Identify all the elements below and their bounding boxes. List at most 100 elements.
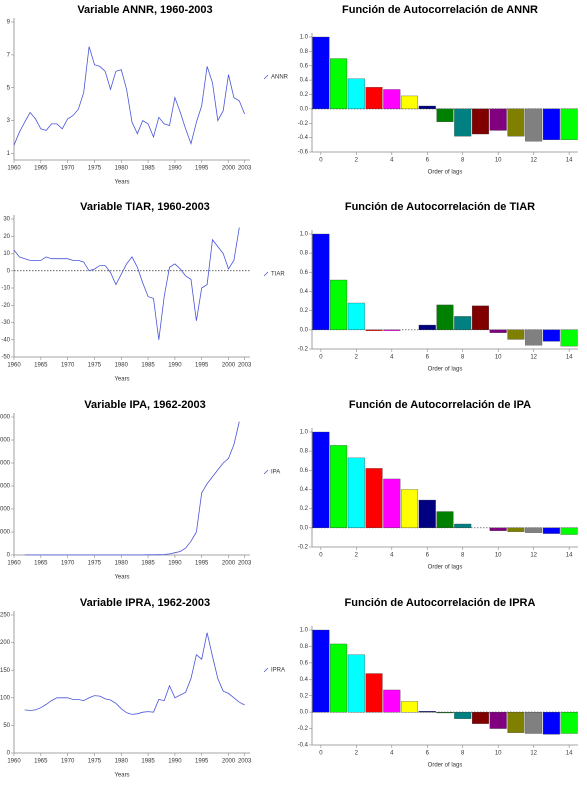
x-tick-label: 14 <box>566 553 573 559</box>
x-axis-label: Order of lags <box>428 565 463 571</box>
y-tick-label: 0.2 <box>300 92 309 98</box>
bar <box>560 527 578 535</box>
y-tick-label: 0.8 <box>300 49 309 55</box>
x-tick-label: 10 <box>495 553 502 559</box>
x-tick-label: 0 <box>319 158 323 164</box>
x-tick-label: 14 <box>566 355 573 361</box>
bar <box>383 329 401 331</box>
x-axis-label: Order of lags <box>428 763 463 769</box>
x-tick-label: 0 <box>319 355 323 361</box>
x-axis-label: Years <box>114 575 129 581</box>
x-tick-label: 1960 <box>7 759 21 765</box>
bar <box>436 711 454 714</box>
x-tick-label: 1975 <box>88 363 102 369</box>
bar <box>489 108 507 131</box>
x-tick-label: 2003 <box>238 759 252 765</box>
bar <box>312 36 330 110</box>
legend-label: IPRA <box>271 668 285 674</box>
x-axis-label: Order of lags <box>428 170 463 176</box>
y-tick-label: -0.2 <box>298 121 309 127</box>
x-tick-label: 1985 <box>141 166 155 172</box>
chart-title: Función de Autocorrelación de ANNR <box>342 4 538 16</box>
bar <box>454 711 472 719</box>
bar <box>525 527 543 533</box>
bar <box>330 58 348 110</box>
y-tick-label: 7 <box>7 52 11 58</box>
series-line <box>24 421 240 556</box>
x-axis-label: Years <box>114 377 129 383</box>
y-tick-label: 0.2 <box>300 693 309 699</box>
legend-label: ANNR <box>271 75 289 81</box>
bar <box>347 457 365 528</box>
x-tick-label: 1985 <box>141 561 155 567</box>
y-tick-label: 5 <box>7 85 11 91</box>
x-tick-label: 2003 <box>238 363 252 369</box>
x-tick-label: 1965 <box>34 363 48 369</box>
y-tick-label: 0.0 <box>300 710 309 716</box>
x-tick-label: 0 <box>319 553 323 559</box>
bar <box>383 689 401 713</box>
x-tick-label: 4 <box>390 751 394 757</box>
legend-swatch <box>263 469 269 475</box>
x-tick-label: 2 <box>355 751 359 757</box>
y-tick-label: 0 <box>7 751 11 757</box>
bar <box>489 527 507 531</box>
y-tick-label: -50 <box>1 355 10 361</box>
y-tick-label: 1.0 <box>300 232 309 238</box>
bar <box>365 468 383 528</box>
x-tick-label: 1985 <box>141 363 155 369</box>
legend-swatch <box>263 74 269 80</box>
chart-title: Función de Autocorrelación de IPRA <box>345 597 536 609</box>
x-tick-label: 8 <box>461 355 465 361</box>
bar <box>525 108 543 142</box>
x-tick-label: 6 <box>426 751 430 757</box>
y-tick-label: 2000 <box>0 507 11 513</box>
series-line <box>13 227 240 340</box>
x-tick-label: 8 <box>461 751 465 757</box>
x-tick-label: 12 <box>530 158 537 164</box>
y-tick-label: 0.2 <box>300 308 309 314</box>
bar <box>418 499 436 528</box>
y-tick-label: -0.2 <box>298 347 309 353</box>
y-tick-label: 200 <box>0 640 11 646</box>
x-tick-label: 1995 <box>195 166 209 172</box>
x-tick-label: 1990 <box>168 561 182 567</box>
y-tick-label: 0.8 <box>300 449 309 455</box>
x-tick-label: 1995 <box>195 363 209 369</box>
bar <box>365 329 383 331</box>
y-tick-label: -0.4 <box>298 135 309 141</box>
y-tick-label: 20 <box>3 234 10 240</box>
x-tick-label: 6 <box>426 158 430 164</box>
bar <box>542 527 560 534</box>
y-tick-label: 50 <box>3 723 10 729</box>
x-tick-label: 10 <box>495 355 502 361</box>
y-tick-label: 0.6 <box>300 63 309 69</box>
bar <box>330 445 348 528</box>
x-tick-label: 2 <box>355 158 359 164</box>
bar <box>401 95 419 110</box>
x-tick-label: 14 <box>566 158 573 164</box>
x-tick-label: 10 <box>495 751 502 757</box>
x-tick-label: 1995 <box>195 759 209 765</box>
x-tick-label: 2000 <box>222 561 236 567</box>
bar <box>525 329 543 346</box>
y-tick-label: -0.6 <box>298 150 309 156</box>
bar <box>436 511 454 528</box>
x-tick-label: 1960 <box>7 166 21 172</box>
chart-title: Variable TIAR, 1960-2003 <box>80 201 210 213</box>
bar <box>542 108 560 140</box>
x-axis-label: Years <box>114 180 129 186</box>
x-tick-label: 2003 <box>238 561 252 567</box>
y-tick-label: -0.4 <box>298 743 309 749</box>
bar <box>330 279 348 330</box>
x-tick-label: 1975 <box>88 759 102 765</box>
x-tick-label: 6 <box>426 355 430 361</box>
bar <box>312 629 330 713</box>
bar <box>560 329 578 347</box>
x-axis-label: Years <box>114 773 129 779</box>
bar <box>436 304 454 330</box>
y-tick-label: 1.0 <box>300 35 309 41</box>
y-tick-label: 9 <box>7 20 11 26</box>
bar <box>560 108 578 140</box>
